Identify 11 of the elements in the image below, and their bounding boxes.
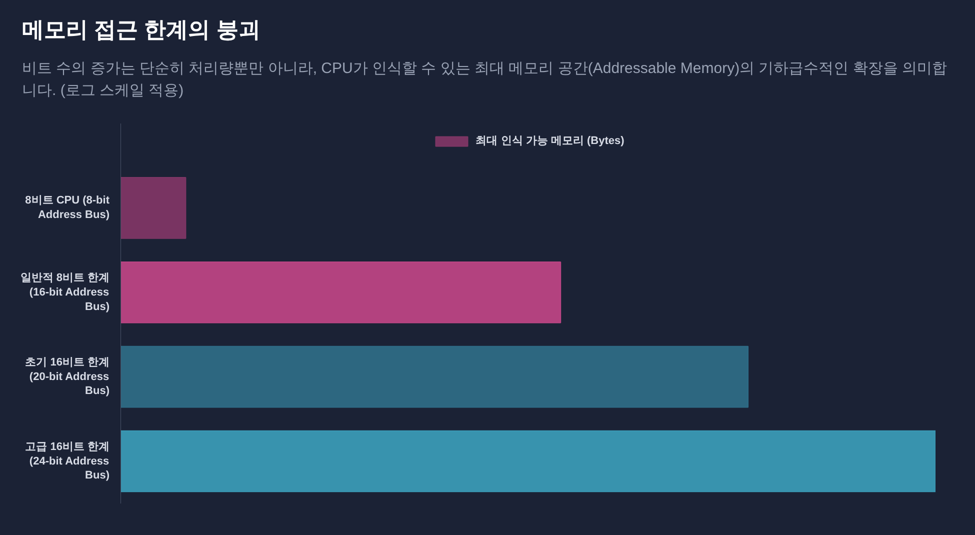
y-tick-label: 초기 16비트 한계 (20-bit Address Bus) bbox=[25, 356, 110, 398]
chart-subtitle: 비트 수의 증가는 단순히 처리량뿐만 아니라, CPU가 인식할 수 있는 최대 메모리 공간(Addressable Memory)의 기하급수적인 확장을 의미합니다. (로그 스케일 적용) bbox=[22, 59, 948, 101]
y-tick-label: 고급 16비트 한계 (24-bit Address Bus) bbox=[25, 440, 110, 482]
bar bbox=[120, 430, 936, 492]
y-tick-label: 일반적 8비트 한계 (16-bit Address Bus) bbox=[20, 272, 110, 313]
bar bbox=[120, 346, 749, 408]
chart-title: 메모리 접근 한계의 붕괴 bbox=[22, 16, 260, 44]
y-tick-label: 8비트 CPU (8-bit Address Bus) bbox=[25, 194, 110, 222]
legend-label: 최대 인식 가능 메모리 (Bytes) bbox=[476, 134, 624, 148]
bar bbox=[120, 177, 186, 239]
bar bbox=[120, 261, 562, 324]
